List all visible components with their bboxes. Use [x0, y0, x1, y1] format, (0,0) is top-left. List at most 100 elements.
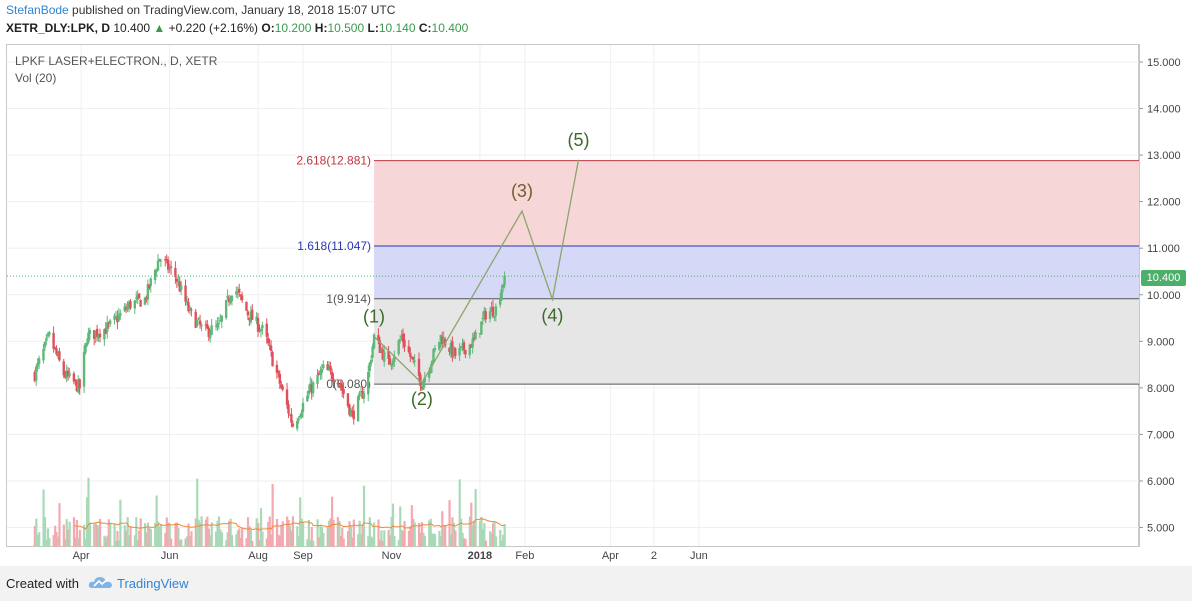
candle-body	[281, 386, 284, 390]
volume-bar	[297, 536, 300, 547]
candle-body	[178, 281, 181, 292]
y-axis-tick-label: 14.000	[1147, 104, 1181, 116]
elliott-wave-label: (4)	[541, 305, 563, 325]
candle-body	[219, 319, 222, 321]
volume-bar	[480, 516, 483, 547]
volume-bar	[107, 519, 110, 547]
candle-body	[346, 393, 350, 406]
volume-bar	[413, 522, 416, 547]
candle-body	[251, 309, 254, 320]
candle-body	[439, 334, 442, 342]
candle-body	[471, 338, 474, 348]
candle-body	[491, 306, 495, 317]
volume-legend[interactable]: Vol (20)	[15, 71, 57, 85]
volume-bar	[431, 533, 434, 547]
volume-bar	[328, 520, 331, 547]
candle-body	[33, 371, 36, 381]
footer-bar	[0, 566, 1192, 601]
volume-bar	[126, 517, 129, 547]
volume-bar	[48, 537, 51, 547]
candle-body	[123, 306, 126, 311]
candle-body	[348, 404, 351, 415]
volume-bar	[423, 535, 426, 547]
author-link[interactable]: StefanBode	[6, 3, 69, 17]
volume-bar	[320, 527, 324, 547]
candle-body	[488, 311, 492, 319]
candle-body	[410, 356, 413, 358]
candle-body	[146, 284, 150, 300]
volume-bar	[228, 521, 231, 547]
candle-body	[166, 259, 170, 270]
volume-bar	[336, 516, 339, 547]
volume-bar	[316, 519, 319, 547]
volume-bar	[145, 532, 148, 547]
candle-body	[197, 318, 200, 320]
candle-body	[129, 301, 132, 309]
tradingview-brand-link[interactable]: TradingView	[117, 576, 189, 591]
volume-bar	[190, 531, 193, 547]
candle-body	[297, 418, 300, 421]
candle-body	[113, 315, 116, 321]
elliott-wave-label: (2)	[411, 389, 433, 409]
candle-body	[268, 344, 271, 346]
candle-body	[327, 367, 331, 370]
volume-bar	[99, 518, 102, 547]
fib-level-label: 2.618(12.881)	[296, 154, 371, 168]
volume-bar	[239, 537, 242, 547]
series-legend-title[interactable]: LPKF LASER+ELECTRON., D, XETR	[15, 54, 218, 68]
candle-body	[164, 259, 167, 261]
candle-body	[95, 328, 99, 337]
volume-bar	[175, 522, 179, 547]
candle-body	[88, 330, 92, 334]
candle-body	[277, 371, 280, 374]
candle-body	[174, 267, 177, 277]
volume-bar	[378, 539, 382, 547]
volume-bar	[306, 539, 309, 547]
candle-body	[400, 335, 403, 338]
volume-bar	[248, 526, 251, 547]
y-axis-tick-label: 8.000	[1147, 383, 1175, 395]
volume-bar	[123, 525, 126, 547]
volume-bar	[167, 522, 170, 547]
volume-bar	[397, 539, 400, 547]
volume-bar	[412, 518, 415, 547]
candle-body	[412, 356, 415, 360]
volume-bar	[180, 539, 183, 547]
tradingview-cloud-icon[interactable]	[88, 574, 114, 592]
volume-bar	[135, 517, 138, 547]
candle-body	[124, 308, 128, 310]
volume-bar	[439, 536, 442, 547]
volume-bar	[478, 520, 482, 547]
candle-body	[403, 339, 406, 347]
fib-level-label: 1(9.914)	[326, 292, 371, 306]
candle-body	[240, 295, 244, 301]
volume-bar	[452, 522, 455, 547]
candle-body	[407, 346, 411, 353]
volume-bar	[491, 523, 495, 547]
candle-body	[65, 370, 68, 378]
volume-bar	[149, 529, 152, 547]
candle-body	[501, 284, 505, 289]
volume-bar	[125, 530, 128, 547]
volume-bar	[159, 523, 163, 547]
close-value: 10.400	[431, 21, 469, 35]
volume-bar	[474, 488, 477, 547]
candle-body	[468, 344, 471, 356]
volume-bar	[261, 531, 264, 547]
volume-bar	[65, 519, 68, 547]
candle-body	[187, 302, 190, 312]
candle-body	[288, 414, 292, 416]
candle-body	[214, 325, 218, 327]
volume-bar	[113, 524, 116, 547]
volume-bar	[351, 537, 354, 547]
candle-body	[359, 391, 363, 393]
volume-bar	[94, 522, 97, 547]
volume-bar	[403, 521, 406, 547]
volume-bar	[389, 535, 392, 547]
candle-body	[338, 384, 341, 386]
candle-body	[98, 333, 102, 338]
candle-body	[210, 325, 213, 335]
volume-bar	[418, 522, 421, 547]
candle-body	[291, 423, 295, 427]
candle-body	[413, 360, 416, 362]
